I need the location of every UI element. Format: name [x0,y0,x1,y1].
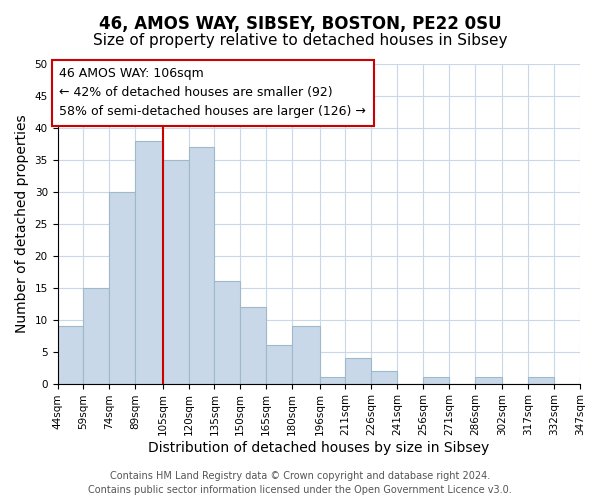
Bar [214,282,241,384]
Bar [109,192,135,384]
Bar [163,160,188,384]
Bar [580,377,600,384]
Bar [320,377,346,384]
Text: Contains HM Land Registry data © Crown copyright and database right 2024.
Contai: Contains HM Land Registry data © Crown c… [88,471,512,495]
Bar [528,377,554,384]
Text: Size of property relative to detached houses in Sibsey: Size of property relative to detached ho… [93,32,507,48]
Bar [188,147,214,384]
Bar [83,288,109,384]
Bar [135,140,163,384]
Bar [371,371,397,384]
Bar [58,326,83,384]
Bar [423,377,449,384]
Bar [241,307,266,384]
X-axis label: Distribution of detached houses by size in Sibsey: Distribution of detached houses by size … [148,441,490,455]
Text: 46 AMOS WAY: 106sqm
← 42% of detached houses are smaller (92)
58% of semi-detach: 46 AMOS WAY: 106sqm ← 42% of detached ho… [59,67,366,118]
Text: 46, AMOS WAY, SIBSEY, BOSTON, PE22 0SU: 46, AMOS WAY, SIBSEY, BOSTON, PE22 0SU [98,15,502,33]
Bar [292,326,320,384]
Bar [266,345,292,384]
Y-axis label: Number of detached properties: Number of detached properties [15,114,29,333]
Bar [346,358,371,384]
Bar [475,377,502,384]
